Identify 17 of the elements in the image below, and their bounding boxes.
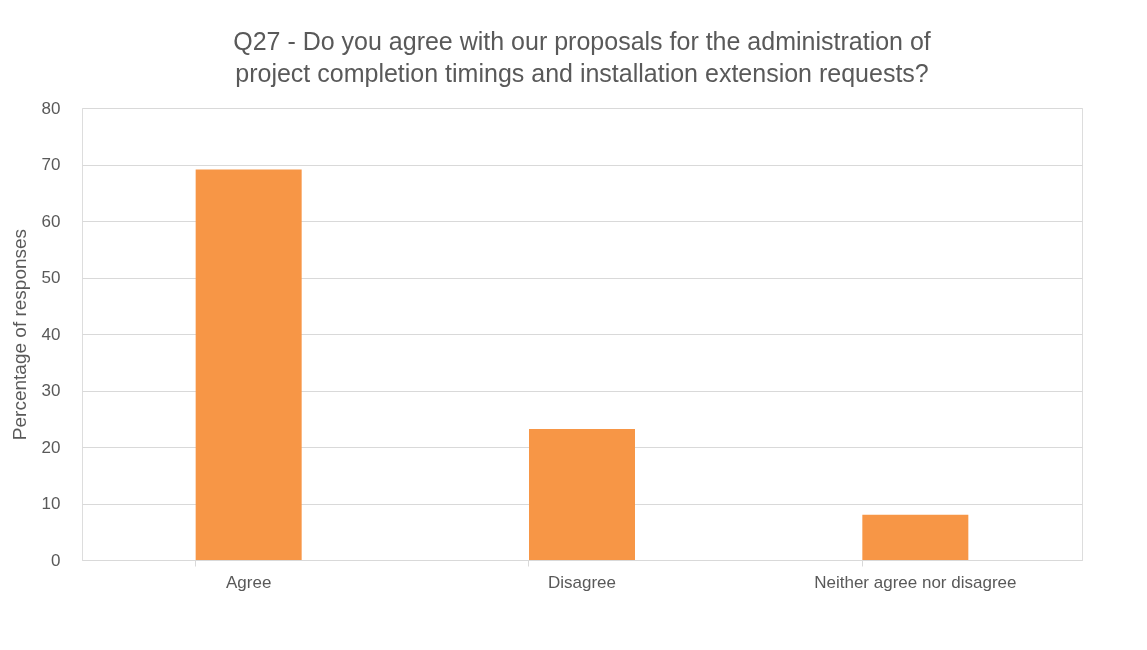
bar [862, 514, 969, 560]
y-tick-label: 30 [41, 381, 61, 400]
y-tick-label: 70 [41, 155, 61, 174]
x-tick-label: Neither agree nor disagree [814, 572, 1017, 592]
y-tick-label: 20 [41, 437, 61, 457]
y-tick-label: 80 [41, 98, 61, 118]
chart-title: Q27 - Do you agree with our proposals for the administration of project completion timings and installation extension requests? [233, 27, 931, 87]
y-tick-label: 10 [41, 494, 61, 513]
x-tick-label: Disagree [547, 572, 617, 592]
bar [529, 428, 635, 560]
y-tick-label: 60 [41, 211, 61, 231]
y-tick-label: 40 [41, 324, 61, 344]
x-tick-label: Agree [225, 572, 272, 592]
y-tick-label: 0 [51, 550, 61, 570]
y-tick-label: 50 [41, 268, 61, 287]
y-axis-title: Percentage of responses [8, 228, 30, 441]
bar [195, 169, 302, 560]
